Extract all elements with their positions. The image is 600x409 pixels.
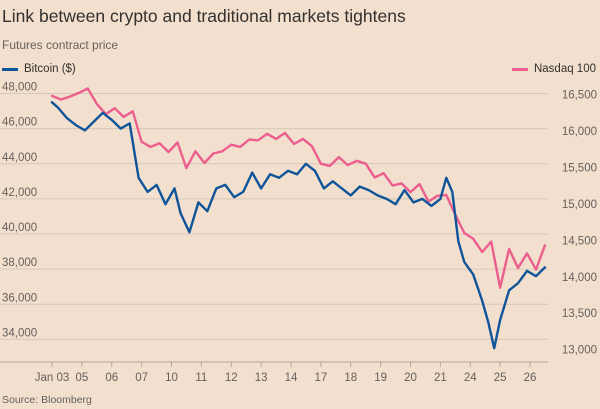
left-tick-label-5: 44,000 [2,152,37,164]
x-tick-label-13: 21 [434,372,447,384]
left-tick-label-3: 40,000 [2,222,37,234]
x-tick-label-6: 12 [225,372,238,384]
left-tick-label-2: 38,000 [2,257,37,269]
right-tick-label-5: 15,500 [562,162,597,174]
right-tick-label-4: 15,000 [562,199,597,211]
right-tick-label-3: 14,500 [562,235,597,247]
left-tick-label-1: 36,000 [2,292,37,304]
bitcoin-line [50,101,547,350]
left-tick-label-0: 34,000 [2,327,37,339]
x-tick-label-7: 13 [255,372,268,384]
legend-bitcoin-label: Bitcoin ($) [24,63,76,75]
right-tick-label-7: 16,500 [562,89,597,101]
x-tick-label-3: 07 [135,372,148,384]
x-tick-label-1: 05 [75,372,88,384]
x-tick-label-0: Jan 03 [35,372,70,384]
x-tick-label-16: 26 [524,372,537,384]
right-tick-label-0: 13,000 [562,345,597,357]
legend-nasdaq: Nasdaq 100 [511,63,596,75]
x-tick-label-9: 17 [314,372,327,384]
x-tick-label-8: 14 [285,372,298,384]
x-tick-label-4: 10 [165,372,178,384]
source-note: Source: Bloomberg [2,394,92,406]
legend-bitcoin-swatch [2,67,18,71]
x-tick-label-11: 19 [374,372,387,384]
right-tick-label-6: 16,000 [562,126,597,138]
legend-bitcoin: Bitcoin ($) [2,63,76,75]
x-tick-label-12: 20 [404,372,417,384]
x-tick-label-2: 06 [105,372,118,384]
right-tick-label-2: 14,000 [562,272,597,284]
chart-title: Link between crypto and traditional mark… [2,6,406,26]
x-tick-label-15: 25 [494,372,507,384]
legend-nasdaq-swatch [511,67,528,71]
right-tick-label-1: 13,500 [562,308,597,320]
left-tick-label-7: 48,000 [2,82,37,94]
legend-nasdaq-label: Nasdaq 100 [533,63,596,75]
left-tick-label-6: 46,000 [2,117,37,129]
chart-subtitle: Futures contract price [2,38,119,52]
x-tick-label-5: 11 [195,372,207,384]
x-tick-label-10: 18 [344,372,357,384]
left-tick-label-4: 42,000 [2,187,37,199]
x-tick-label-14: 24 [464,372,477,384]
nasdaq-line [50,87,547,289]
